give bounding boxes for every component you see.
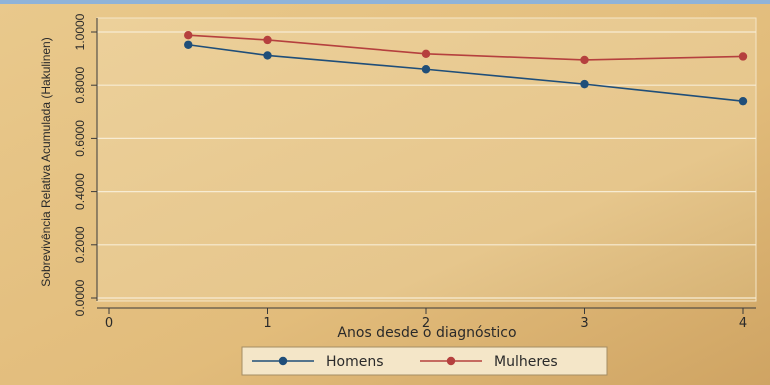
data-point-homens-2 [421, 65, 431, 74]
x-tick-label-1: 1 [263, 316, 271, 331]
legend-marker-homens [278, 356, 288, 366]
x-tick-label-4: 4 [739, 316, 747, 331]
grid-lines [97, 31, 756, 299]
y-tick-label-5: 1.0000 [73, 13, 87, 50]
x-tick-label-3: 3 [580, 316, 588, 331]
x-tick-label-2: 2 [422, 316, 430, 331]
y-tick-label-0: 0.0000 [73, 279, 87, 316]
x-tick-label-0: 0 [105, 316, 113, 331]
y-axis-title: Sobrevivência Relativa Acumulada (Hakuli… [39, 37, 53, 286]
series-lines [184, 30, 748, 106]
legend: Homens Mulheres [241, 346, 608, 376]
data-point-homens-4 [738, 96, 748, 106]
y-tick-label-1: 0.2000 [73, 226, 87, 263]
y-tick-label-4: 0.8000 [73, 67, 87, 104]
legend-label-mulheres: Mulheres [494, 354, 558, 370]
x-axis-title: Anos desde o diagnóstico [337, 325, 516, 341]
x-axis-ticks: 0 1 2 3 4 [105, 308, 747, 331]
y-tick-label-2: 0.4000 [73, 173, 87, 210]
data-point-homens-3 [580, 79, 589, 89]
legend-marker-mulheres [446, 356, 456, 366]
data-point-homens-0 [184, 40, 193, 49]
data-point-mulheres-4 [738, 52, 748, 61]
data-point-mulheres-2 [421, 49, 431, 59]
data-point-mulheres-3 [580, 55, 589, 65]
data-point-mulheres-0 [184, 30, 193, 40]
y-tick-label-3: 0.6000 [73, 120, 87, 157]
plot-area [96, 17, 757, 302]
top-border [0, 0, 770, 4]
legend-label-homens: Homens [326, 354, 384, 370]
data-point-homens-1 [263, 51, 272, 60]
data-point-mulheres-1 [263, 35, 272, 45]
y-axis-ticks: 0.0000 0.2000 0.4000 0.6000 0.8000 1.0000 [73, 13, 97, 316]
